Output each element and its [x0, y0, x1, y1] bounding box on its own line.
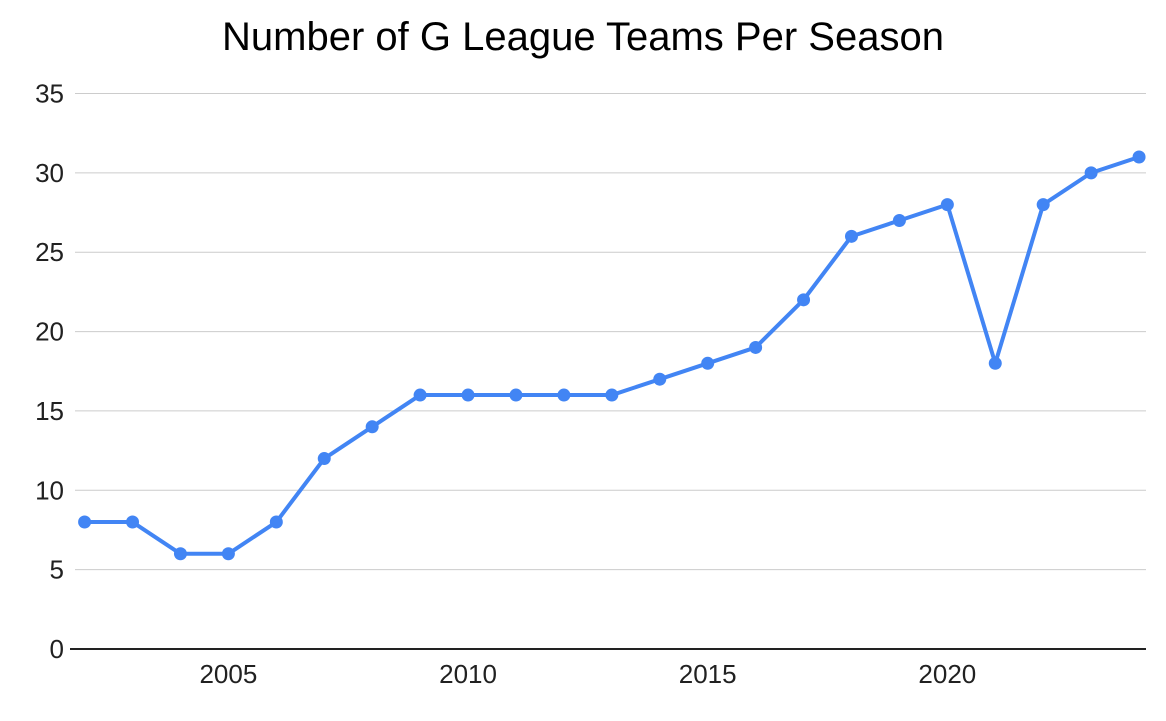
svg-text:35: 35 [35, 79, 64, 109]
svg-text:0: 0 [50, 634, 64, 664]
svg-text:2010: 2010 [439, 659, 497, 689]
svg-text:30: 30 [35, 158, 64, 188]
svg-text:5: 5 [50, 555, 64, 585]
svg-text:2020: 2020 [918, 659, 976, 689]
svg-text:15: 15 [35, 396, 64, 426]
svg-text:10: 10 [35, 475, 64, 505]
svg-text:2015: 2015 [679, 659, 737, 689]
svg-text:20: 20 [35, 317, 64, 347]
svg-text:25: 25 [35, 237, 64, 267]
svg-text:2005: 2005 [199, 659, 257, 689]
